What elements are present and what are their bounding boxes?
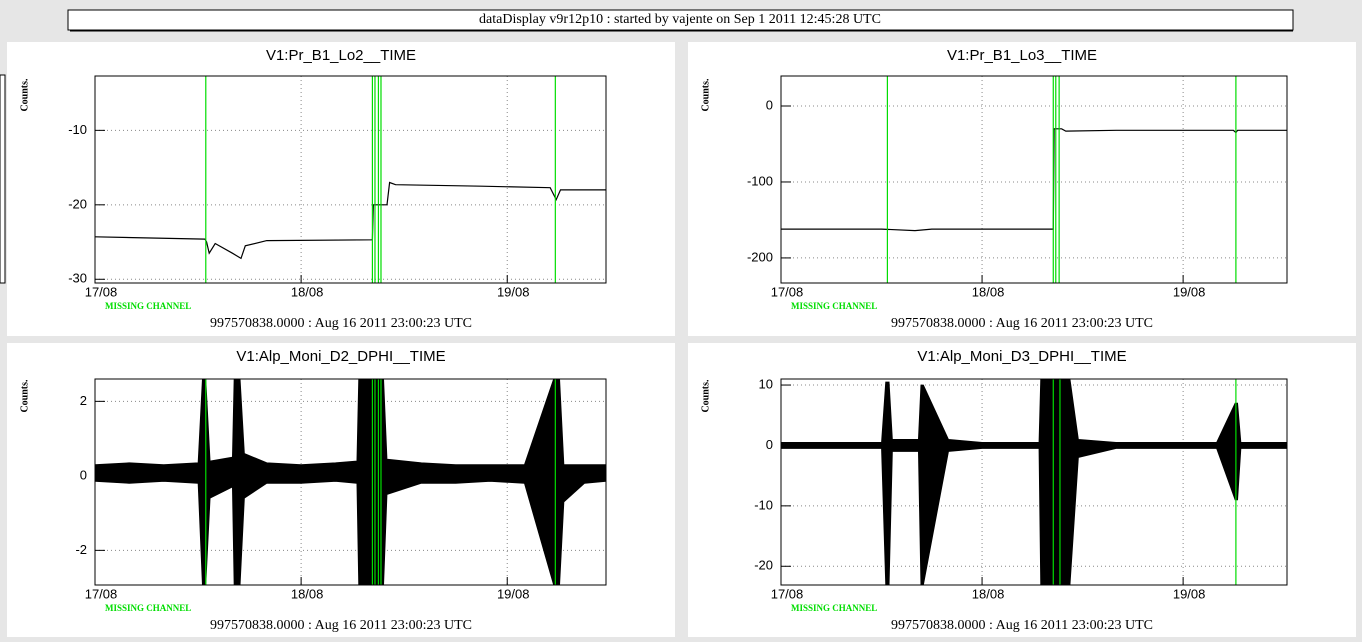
footer: 997570838.0000 : Aug 16 2011 23:00:23 UT… xyxy=(891,316,1153,331)
series-band xyxy=(95,379,606,585)
plot-frame xyxy=(94,378,607,586)
side-bar xyxy=(0,74,6,284)
header-title: dataDisplay v9r12p10 : started by vajent… xyxy=(479,12,881,27)
x-tick-label: 18/08 xyxy=(972,586,1005,601)
panel xyxy=(688,42,1356,336)
annotation: MISSING CHANNEL xyxy=(105,603,191,613)
x-tick-label: 19/08 xyxy=(497,586,530,601)
x-tick-label: 18/08 xyxy=(972,284,1005,299)
y-tick-label: 0 xyxy=(766,97,773,112)
x-tick-label: 17/08 xyxy=(771,586,804,601)
x-tick-label: 17/08 xyxy=(85,586,118,601)
y-tick-label: 10 xyxy=(759,376,773,391)
y-tick-label: -20 xyxy=(754,558,773,573)
panel xyxy=(7,42,675,336)
chart-title: V1:Pr_B1_Lo3__TIME xyxy=(947,47,1097,64)
plot-frame xyxy=(94,75,607,284)
y-tick-label: -10 xyxy=(68,122,87,137)
y-tick-label: 0 xyxy=(80,467,87,482)
annotation: MISSING CHANNEL xyxy=(791,603,877,613)
y-tick-label: -100 xyxy=(747,173,773,188)
x-tick-label: 18/08 xyxy=(291,284,324,299)
x-tick-label: 17/08 xyxy=(85,284,118,299)
footer: 997570838.0000 : Aug 16 2011 23:00:23 UT… xyxy=(891,618,1153,633)
x-tick-label: 17/08 xyxy=(771,284,804,299)
series-band xyxy=(781,379,1287,585)
y-tick-label: -200 xyxy=(747,249,773,264)
y-tick-label: -20 xyxy=(68,196,87,211)
plot-frame xyxy=(780,378,1288,586)
y-tick-label: -10 xyxy=(754,497,773,512)
footer: 997570838.0000 : Aug 16 2011 23:00:23 UT… xyxy=(210,316,472,331)
x-tick-label: 19/08 xyxy=(1173,284,1206,299)
y-tick-label: 0 xyxy=(766,437,773,452)
chart-title: V1:Pr_B1_Lo2__TIME xyxy=(266,47,416,64)
x-tick-label: 18/08 xyxy=(291,586,324,601)
y-axis-label: Counts. xyxy=(19,379,30,413)
y-axis-label: Counts. xyxy=(700,379,711,413)
chart-title: V1:Alp_Moni_D3_DPHI__TIME xyxy=(917,348,1126,365)
y-tick-label: 2 xyxy=(80,393,87,408)
y-tick-label: -30 xyxy=(68,271,87,286)
chart-title: V1:Alp_Moni_D2_DPHI__TIME xyxy=(236,348,445,365)
footer: 997570838.0000 : Aug 16 2011 23:00:23 UT… xyxy=(210,618,472,633)
annotation: MISSING CHANNEL xyxy=(105,301,191,311)
x-tick-label: 19/08 xyxy=(497,284,530,299)
plot-frame xyxy=(780,75,1288,284)
panel xyxy=(688,343,1356,637)
y-tick-label: -2 xyxy=(75,542,87,557)
x-tick-label: 19/08 xyxy=(1173,586,1206,601)
y-axis-label: Counts. xyxy=(19,78,30,112)
annotation: MISSING CHANNEL xyxy=(791,301,877,311)
y-axis-label: Counts. xyxy=(700,78,711,112)
